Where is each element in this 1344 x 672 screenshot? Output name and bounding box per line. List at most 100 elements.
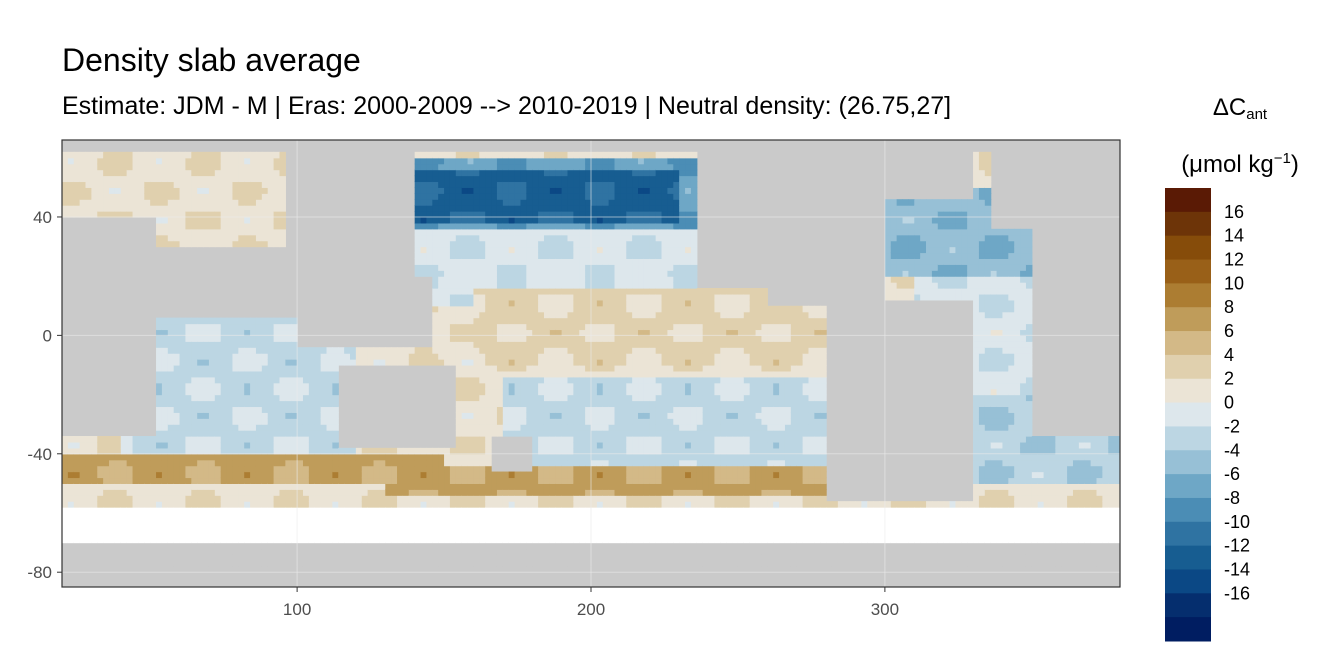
heatmap-cell: [432, 554, 439, 561]
heatmap-cell: [261, 447, 269, 455]
heatmap-cell: [308, 548, 316, 556]
heatmap-cell: [555, 436, 563, 443]
heatmap-cell: [167, 418, 175, 425]
heatmap-cell: [232, 335, 239, 342]
heatmap-cell: [414, 240, 422, 248]
heatmap-cell: [161, 222, 169, 230]
heatmap-cell: [220, 412, 228, 419]
heatmap-cell: [567, 228, 574, 236]
heatmap-cell: [632, 240, 639, 248]
heatmap-cell: [432, 501, 439, 508]
heatmap-cell: [461, 560, 469, 567]
heatmap-cell: [161, 382, 169, 390]
heatmap-cell: [191, 329, 198, 336]
heatmap-cell: [250, 329, 257, 336]
heatmap-cell: [350, 453, 357, 461]
heatmap-cell: [543, 329, 551, 336]
heatmap-cell: [167, 181, 175, 188]
heatmap-cell: [85, 548, 92, 556]
heatmap-cell: [461, 293, 469, 301]
heatmap-cell: [608, 441, 616, 449]
heatmap-cell: [314, 412, 322, 419]
heatmap-cell: [220, 169, 228, 177]
heatmap-cell: [532, 542, 539, 550]
heatmap-cell: [485, 530, 492, 538]
heatmap-cell: [385, 477, 392, 484]
heatmap-cell: [414, 270, 422, 277]
heatmap-cell: [361, 536, 369, 544]
heatmap-cell: [397, 477, 404, 484]
heatmap-cell: [273, 205, 281, 212]
heatmap-cell: [426, 465, 433, 473]
heatmap-cell: [549, 359, 557, 366]
heatmap-cell: [485, 169, 492, 177]
heatmap-cell: [126, 536, 134, 544]
heatmap-cell: [291, 335, 298, 342]
heatmap-cell: [214, 495, 222, 502]
heatmap-cell: [579, 530, 586, 538]
heatmap-cell: [85, 507, 92, 514]
heatmap-cell: [255, 560, 263, 567]
heatmap-cell: [602, 406, 610, 413]
heatmap-cell: [220, 205, 228, 212]
heatmap-cell: [485, 323, 492, 331]
heatmap-cell: [473, 211, 480, 218]
heatmap-cell: [432, 276, 439, 283]
heatmap-cell: [326, 364, 333, 372]
heatmap-cell: [532, 512, 539, 520]
heatmap-cell: [591, 246, 598, 254]
heatmap-cell: [543, 293, 551, 301]
heatmap-cell: [579, 169, 586, 177]
heatmap-cell: [408, 465, 416, 473]
heatmap-cell: [402, 542, 410, 550]
heatmap-cell: [391, 353, 398, 360]
heatmap-cell: [538, 477, 545, 484]
heatmap-cell: [573, 341, 580, 348]
heatmap-cell: [632, 264, 639, 271]
heatmap-cell: [532, 216, 539, 224]
heatmap-cell: [638, 477, 645, 484]
heatmap-cell: [596, 323, 604, 331]
heatmap-cell: [226, 216, 234, 224]
heatmap-cell: [444, 465, 451, 473]
heatmap-cell: [555, 471, 563, 479]
heatmap-cell: [449, 329, 457, 336]
heatmap-cell: [279, 507, 286, 514]
heatmap-cell: [526, 323, 533, 331]
heatmap-cell: [285, 394, 292, 402]
heatmap-cell: [132, 471, 140, 479]
heatmap-cell: [579, 359, 586, 366]
heatmap-cell: [438, 252, 445, 260]
heatmap-cell: [79, 157, 87, 165]
heatmap-cell: [361, 359, 369, 366]
heatmap-cell: [479, 193, 486, 200]
heatmap-cell: [638, 228, 645, 236]
heatmap-cell: [408, 447, 416, 455]
heatmap-cell: [273, 317, 281, 325]
heatmap-cell: [156, 388, 163, 396]
heatmap-cell: [173, 530, 181, 538]
heatmap-cell: [414, 501, 422, 508]
heatmap-cell: [226, 169, 234, 177]
heatmap-cell: [543, 459, 551, 467]
heatmap-cell: [220, 157, 228, 165]
heatmap-cell: [455, 376, 463, 384]
heatmap-cell: [549, 246, 557, 254]
heatmap-cell: [126, 163, 134, 171]
heatmap-cell: [138, 453, 145, 461]
heatmap-cell: [326, 412, 333, 419]
heatmap-cell: [532, 364, 539, 372]
heatmap-cell: [326, 542, 333, 550]
heatmap-cell: [526, 359, 533, 366]
heatmap-cell: [367, 471, 375, 479]
heatmap-cell: [608, 335, 616, 342]
heatmap-cell: [579, 459, 586, 467]
heatmap-cell: [532, 335, 539, 342]
heatmap-cell: [173, 453, 181, 461]
heatmap-cell: [549, 293, 557, 301]
heatmap-cell: [103, 501, 110, 508]
heatmap-cell: [596, 276, 604, 283]
heatmap-cell: [520, 163, 527, 171]
heatmap-cell: [344, 465, 351, 473]
heatmap-cell: [391, 483, 398, 490]
